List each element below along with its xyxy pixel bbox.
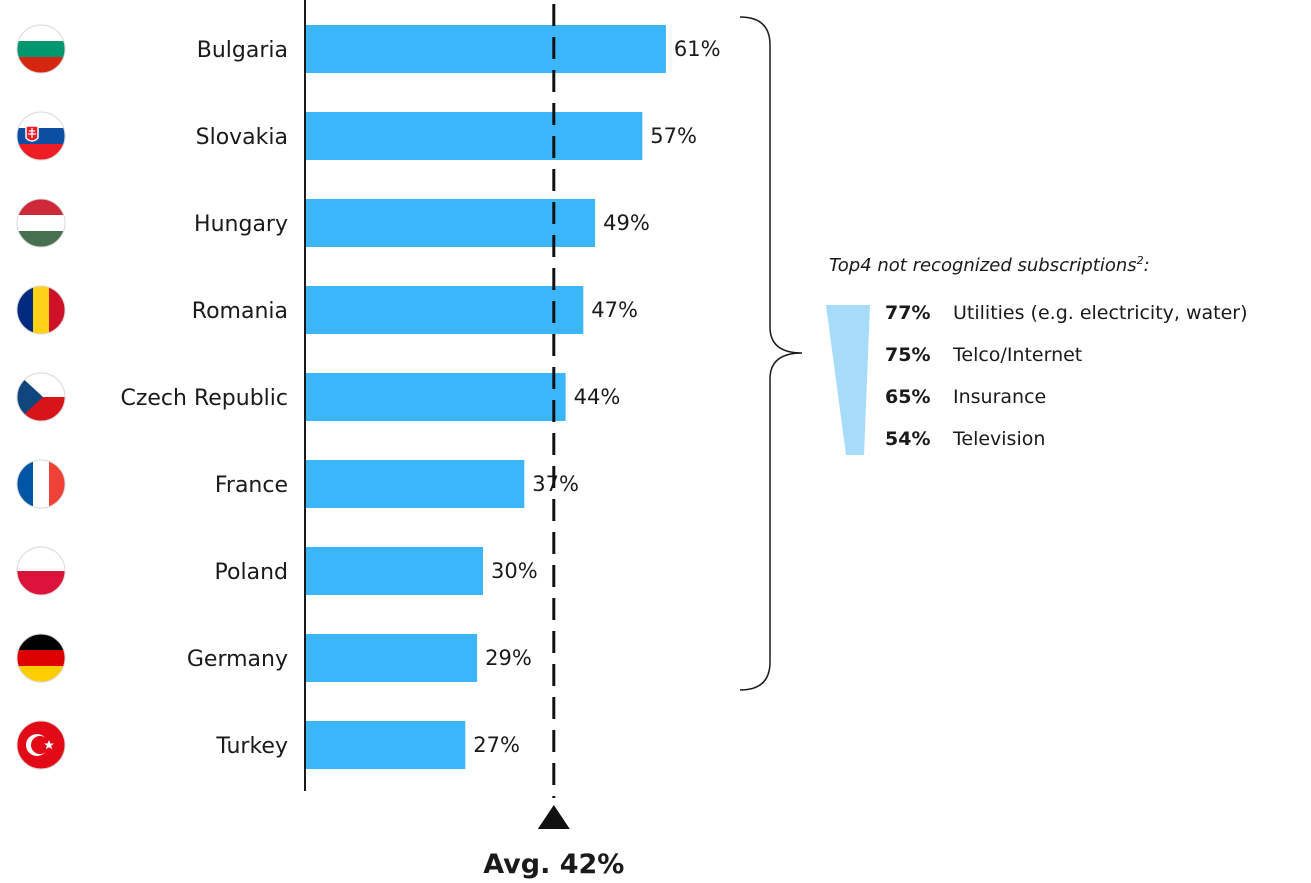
top4-title-text: Top4 not recognized subscriptions (829, 255, 1137, 276)
value-label: 27% (473, 733, 520, 757)
top4-item-label: Utilities (e.g. electricity, water) (953, 302, 1248, 324)
curly-brace (739, 16, 803, 691)
value-label: 47% (591, 298, 638, 322)
bulgaria-flag-icon (16, 24, 66, 74)
top4-item-pct: 54% (885, 428, 931, 450)
top4-list: 77% Utilities (e.g. electricity, water) 7… (885, 302, 1248, 470)
czech-republic-flag-icon (16, 372, 66, 422)
value-label: 29% (485, 646, 532, 670)
category-label: Czech Republic (120, 386, 288, 411)
value-label: 61% (674, 37, 721, 61)
value-label: 44% (574, 385, 621, 409)
top4-item-pct: 75% (885, 344, 931, 366)
footnote-marker: 2 (1136, 254, 1144, 267)
turkey-flag-icon (16, 720, 66, 770)
france-flag-icon (16, 459, 66, 509)
decreasing-wedge (826, 305, 870, 455)
top4-item: 54% Television (885, 428, 1248, 470)
bars (306, 25, 666, 769)
category-label: Bulgaria (197, 38, 288, 63)
bar (306, 721, 466, 769)
top4-item: 75% Telco/Internet (885, 344, 1248, 386)
category-label: France (215, 473, 288, 498)
romania-flag-icon (16, 285, 66, 335)
poland-flag-icon (16, 546, 66, 596)
value-labels: 61% 57% 49% 47% 44% 37% 30% 29% 27% (473, 37, 720, 757)
hungary-flag-icon (16, 198, 66, 248)
category-label: Hungary (194, 212, 288, 237)
top4-item-label: Insurance (953, 386, 1047, 408)
bar (306, 373, 566, 421)
average-marker: Avg. 42% (483, 4, 624, 880)
top4-title-colon: : (1143, 255, 1150, 276)
germany-flag-icon (16, 633, 66, 683)
average-arrow-icon (537, 805, 570, 829)
top4-item-label: Television (953, 428, 1046, 450)
value-label: 37% (532, 472, 579, 496)
bar (306, 199, 596, 247)
top4-item: 77% Utilities (e.g. electricity, water) (885, 302, 1248, 344)
top4-item-pct: 65% (885, 386, 931, 408)
category-label: Germany (187, 647, 288, 672)
category-label: Turkey (215, 734, 288, 759)
top4-item: 65% Insurance (885, 386, 1248, 428)
average-label: Avg. 42% (483, 849, 624, 880)
top4-item-pct: 77% (885, 302, 931, 324)
value-label: 49% (603, 211, 650, 235)
top4-title: Top4 not recognized subscriptions2: (829, 254, 1150, 276)
value-label: 57% (650, 124, 697, 148)
bar (306, 112, 643, 160)
bar (306, 286, 584, 334)
category-labels: Bulgaria Slovakia Hungary Romania Czech Repu… (120, 38, 288, 759)
bar (306, 547, 483, 595)
bar (306, 634, 478, 682)
bar (306, 460, 525, 508)
category-label: Slovakia (196, 125, 288, 150)
bar (306, 25, 666, 73)
slovakia-flag-icon (16, 111, 66, 161)
value-label: 30% (491, 559, 538, 583)
flag-column (16, 24, 66, 770)
category-label: Poland (215, 560, 288, 585)
top4-item-label: Telco/Internet (953, 344, 1083, 366)
category-label: Romania (192, 299, 288, 324)
